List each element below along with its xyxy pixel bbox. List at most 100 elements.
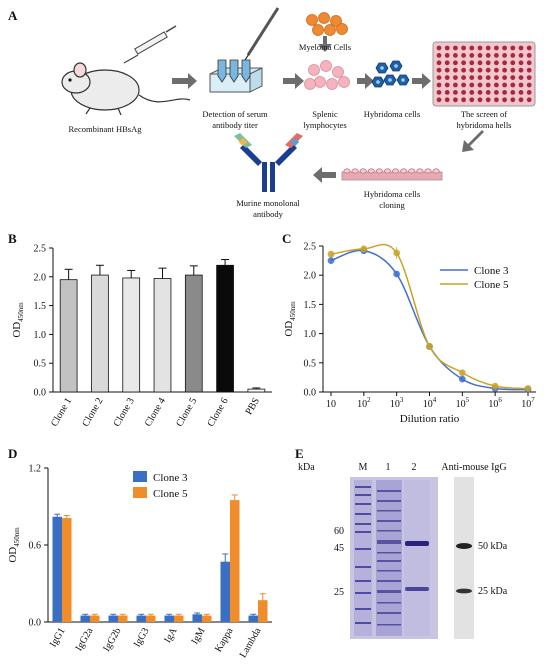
chart-b-ytick-label: 1.0 (34, 330, 47, 341)
plate-well (502, 53, 507, 58)
chart-b-category-label: Clone 3 (112, 396, 137, 429)
chart-d-category-label: IgA (162, 625, 180, 645)
plate-well (453, 82, 458, 88)
plate-well (510, 60, 516, 66)
splenic-label-line-1: Splenic (312, 109, 338, 119)
plate-well (469, 67, 475, 73)
plate-well (469, 45, 475, 51)
plate-well (461, 82, 466, 88)
marker-band (355, 513, 371, 515)
chart-c-point (393, 249, 401, 257)
chart-c-x-axis-label: Dilution ratio (400, 413, 460, 425)
chart-d-bar (80, 615, 90, 622)
plate-well (477, 75, 483, 80)
marker-25: 25 (334, 587, 344, 598)
chart-c-ytick-label: 0.0 (304, 388, 317, 399)
chart-d-ytick-label: 0.6 (29, 541, 42, 552)
lane1-band (377, 520, 401, 522)
panel-b-letter: B (8, 231, 17, 246)
plate-well (461, 53, 466, 58)
plate-well (436, 53, 442, 58)
chart-b-bar (153, 278, 172, 393)
chart-b-bar (184, 274, 203, 393)
cloning-well (367, 168, 375, 174)
lymphocyte-cell (320, 60, 332, 72)
chart-b-category-label: Clone 2 (80, 396, 105, 429)
chart-c-ytick-label: 1.0 (304, 329, 317, 340)
chart-c-ytick-label: 0.5 (304, 358, 317, 369)
chart-c-legend-label: Clone 3 (474, 265, 509, 277)
plate-well (518, 90, 524, 95)
plate-well (477, 60, 483, 66)
chart-d-bar (248, 615, 258, 622)
plate-well (461, 97, 466, 103)
plate-well (436, 97, 442, 103)
lane1-band (377, 590, 401, 593)
well-plate-illustration (432, 41, 536, 107)
syringe-icon (123, 25, 177, 64)
plate-well (461, 90, 466, 95)
chart-b-bar (216, 264, 234, 393)
plate-well (477, 97, 483, 103)
chart-c-xtick-label: 107 (521, 396, 535, 410)
plate-well (444, 97, 450, 103)
chart-d-category-label: IgG2a (74, 626, 96, 654)
chart-c-point (524, 385, 532, 392)
chart-d-legend-swatch (133, 471, 147, 482)
cloning-label-line-2: cloning (379, 200, 405, 210)
marker-band (355, 486, 371, 488)
kda-label: kDa (298, 462, 315, 473)
chart-c-point (491, 382, 499, 390)
plate-well (485, 97, 491, 103)
chart-b-ytick-label: 2.0 (34, 272, 47, 283)
plate-well (469, 82, 475, 88)
lane1-band (377, 624, 401, 626)
marker-band (355, 548, 371, 550)
cloning-well (392, 168, 400, 174)
plate-well (444, 67, 450, 73)
chart-c-ytick-label: 2.5 (304, 242, 317, 253)
lane-label-2: 2 (412, 462, 417, 473)
western-label-25: 25 kDa (478, 586, 508, 597)
cloning-well (343, 168, 351, 174)
chart-d-category-label: Kappa (213, 626, 236, 655)
plate-well (518, 97, 524, 103)
chart-c-xtick-label: 102 (357, 396, 371, 410)
chart-d-category-label: IgG3 (132, 626, 152, 649)
plate-well (526, 60, 532, 66)
chart-b-bar (122, 277, 141, 393)
lane1-band (377, 612, 401, 614)
chart-d-bar (164, 615, 174, 622)
myeloma-cell (336, 23, 348, 35)
chart-c-ytick-label: 2.0 (304, 271, 317, 282)
plate-well (502, 82, 507, 88)
plate-well (444, 60, 450, 66)
plate-well (485, 67, 491, 73)
plate-well (494, 75, 499, 80)
chart-d-category-label: IgM (189, 626, 207, 647)
cloning-well (432, 168, 440, 174)
plate-well (453, 90, 458, 95)
plate-well (485, 60, 491, 66)
chart-d-legend-label: Clone 3 (153, 472, 188, 484)
plate-well (436, 67, 442, 73)
chart-c-point (327, 250, 335, 258)
marker-band (355, 608, 371, 610)
plate-well (502, 45, 507, 51)
plate-well (444, 45, 450, 51)
plate-well (502, 67, 507, 73)
plate-well (477, 82, 483, 88)
serum-tubes-illustration (209, 7, 280, 93)
plate-well (461, 75, 466, 80)
cloning-label-line-1: Hybridoma cells (364, 189, 420, 199)
lane2-band-50kda (405, 541, 429, 546)
chart-c-point (458, 369, 466, 377)
lane1-band (377, 552, 401, 554)
lane1-band (377, 540, 401, 544)
myeloma-cells-illustration (306, 12, 348, 36)
plate-well (518, 60, 524, 66)
western-band-25 (456, 588, 472, 594)
chart-d-bar (118, 615, 128, 622)
chart-d-y-axis-label: OD450nm (7, 527, 21, 563)
